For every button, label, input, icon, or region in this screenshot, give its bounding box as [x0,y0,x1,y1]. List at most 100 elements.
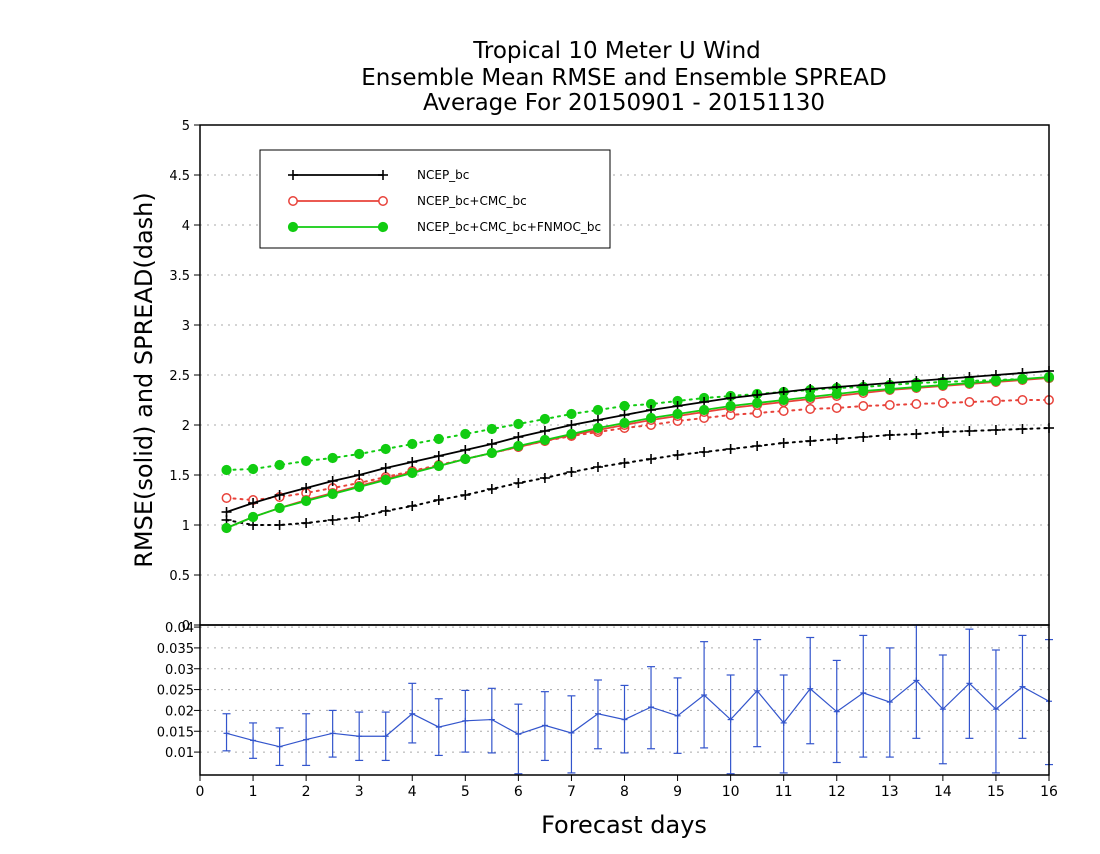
difference-point [992,706,999,713]
x-axis-label: Forecast days [541,811,707,839]
difference-point [250,737,257,744]
difference-point [833,708,840,715]
marker-filled-circle [778,394,789,406]
legend-box [259,149,611,249]
marker-plus [407,457,418,467]
x-tick-label: 4 [408,784,417,800]
difference-point [966,680,973,687]
marker-plus [646,454,657,464]
x-tick-label: 16 [1040,784,1058,800]
marker-plus [327,515,338,525]
marker-plus [354,512,365,522]
marker-plus [378,170,388,180]
difference-point [303,736,310,743]
marker-plus [327,476,338,486]
marker-filled-circle [486,423,497,435]
marker-plus [990,425,1001,435]
marker-plus [911,429,922,439]
upper-series [221,366,1055,534]
difference-point [409,710,416,717]
x-tick-label: 1 [249,784,258,800]
marker-plus [248,498,259,508]
marker-plus [460,490,471,500]
difference-point [939,706,946,713]
marker-plus [699,447,710,457]
marker-filled-circle [1017,373,1028,385]
x-tick-label: 12 [828,784,846,800]
marker-plus [407,501,418,511]
marker-filled-circle [513,440,524,452]
difference-point [807,685,814,692]
marker-filled-circle [698,404,710,416]
marker-open-circle [778,406,789,416]
upper-y-tick-label: 4.5 [169,169,190,184]
marker-plus [433,451,444,461]
marker-filled-circle [377,221,389,233]
marker-filled-circle [221,464,232,476]
marker-filled-circle [247,511,259,523]
marker-open-circle [288,196,298,206]
error-bar [514,703,523,775]
difference-point [701,692,708,698]
legend-items: NCEP_bc NCEP_bc+CMC_bc NCEP_bc+CMC_bc+FNMO… [287,168,601,234]
difference-point [568,729,575,736]
x-tick-label: 2 [302,784,311,800]
difference-point [1019,683,1026,690]
marker-filled-circle [539,434,551,446]
marker-filled-circle [354,448,365,460]
legend-label: NCEP_bc+CMC_bc+FNMOC_bc [417,220,601,234]
x-tick-label: 11 [775,784,793,800]
lower-gridlines [200,626,1049,753]
difference-line [226,679,1050,748]
error-bar [726,674,735,775]
x-tick-label: 0 [196,784,205,800]
x-tick-label: 14 [934,784,952,800]
marker-filled-circle [725,400,736,412]
marker-filled-circle [433,433,444,445]
lower-series [222,624,1053,775]
difference-point [754,687,761,694]
marker-plus [964,426,975,436]
marker-filled-circle [327,488,338,500]
marker-filled-circle [884,383,895,395]
x-tick-label: 10 [722,784,740,800]
marker-filled-circle [937,379,948,391]
upper-y-tick-label: 5 [182,119,190,134]
marker-open-circle [378,196,388,206]
difference-point [356,733,363,740]
marker-plus [778,438,789,448]
legend: NCEP_bc NCEP_bc+CMC_bc NCEP_bc+CMC_bc+FNMO… [259,149,611,249]
marker-filled-circle [990,375,1002,387]
marker-plus [566,420,577,430]
difference-point [648,704,655,711]
chart-title-line-3: Average For 20150901 - 20151130 [423,90,825,116]
marker-filled-circle [592,422,604,434]
marker-plus [433,495,444,505]
marker-filled-circle [858,385,869,397]
marker-plus [937,427,948,437]
marker-plus [380,506,391,516]
marker-filled-circle [407,438,418,450]
marker-plus [592,462,603,472]
marker-plus [752,441,763,451]
lower-y-tick-label: 0.015 [157,725,194,740]
marker-plus [858,432,869,442]
upper-y-tick-label: 2 [182,419,190,434]
difference-point [462,717,469,724]
marker-open-circle [221,493,232,503]
upper-y-tick-label: 1.5 [169,469,190,484]
upper-y-tick-label: 3 [182,319,190,334]
marker-filled-circle [247,463,259,475]
marker-plus [539,426,550,436]
marker-plus [805,436,816,446]
marker-plus [301,483,312,493]
marker-plus [288,170,298,180]
marker-open-circle [964,397,975,407]
difference-point [515,731,522,738]
marker-plus [274,520,285,530]
marker-plus [619,458,630,468]
difference-point [594,710,601,717]
marker-filled-circle [327,452,338,464]
marker-filled-circle [274,459,285,471]
